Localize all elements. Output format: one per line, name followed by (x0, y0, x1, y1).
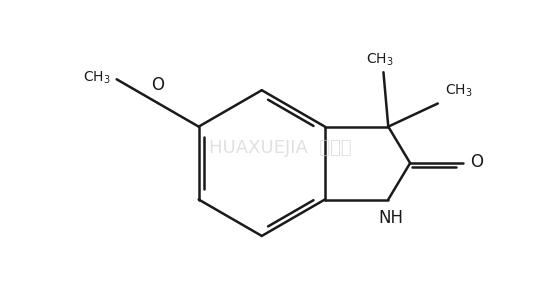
Text: O: O (470, 153, 483, 170)
Text: CH$_3$: CH$_3$ (445, 83, 473, 99)
Text: O: O (151, 76, 164, 94)
Text: CH$_3$: CH$_3$ (366, 51, 394, 68)
Text: HUAXUEJIA  化学加: HUAXUEJIA 化学加 (209, 140, 351, 157)
Text: CH$_3$: CH$_3$ (83, 69, 111, 86)
Text: NH: NH (379, 209, 404, 227)
